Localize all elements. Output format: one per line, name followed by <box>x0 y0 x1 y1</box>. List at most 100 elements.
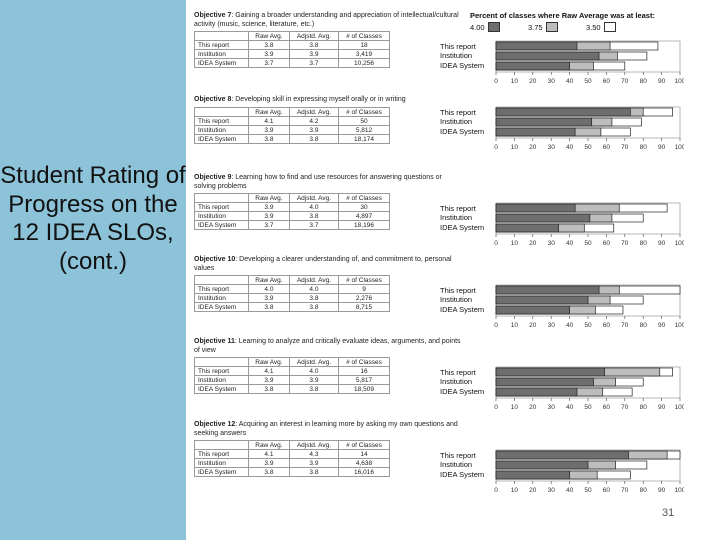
table-header-row: Raw Avg. Adjstd. Avg. # of Classes <box>194 357 390 367</box>
axis-tick-label: 20 <box>529 322 537 329</box>
axis-tick-label: 70 <box>621 78 629 85</box>
axis-tick-label: 50 <box>584 322 592 329</box>
bar-segment <box>495 387 578 397</box>
table-cell: 3.9 <box>247 293 290 303</box>
table-row: This report 4.1 4.0 16 <box>194 366 390 376</box>
axis-tick-label: 30 <box>548 322 556 329</box>
axis-tick-label: 0 <box>494 322 498 329</box>
table-cell: 3.9 <box>247 375 290 385</box>
bar-segment <box>495 285 600 295</box>
table-cell: 3.8 <box>247 467 290 477</box>
table-header-cell <box>194 440 249 450</box>
axis-tick-label: 90 <box>658 240 666 247</box>
table-header-cell: # of Classes <box>338 275 390 285</box>
bar-segment <box>495 117 593 127</box>
table-cell: 3.7 <box>247 58 290 68</box>
table-row: Institution 3.9 3.9 5,817 <box>194 375 390 385</box>
table-cell: 50 <box>338 116 390 126</box>
table-cell: 3.7 <box>288 220 340 230</box>
table-row: This report 3.9 4.0 30 <box>194 202 390 212</box>
objective-number: Objective 10 <box>194 256 236 263</box>
table-header-cell: # of Classes <box>338 31 390 41</box>
objective-text: : Learning to analyze and critically eva… <box>194 338 461 354</box>
table-header-cell: Raw Avg. <box>247 31 290 41</box>
axis-tick-label: 30 <box>548 144 556 151</box>
bar-row-label: IDEA System <box>440 469 485 479</box>
table-header-cell: Adjstd. Avg. <box>288 440 340 450</box>
legend-swatch-light <box>545 22 558 32</box>
legend-item-3-75: 3.75 <box>528 22 558 32</box>
legend-title: Percent of classes where Raw Average was… <box>470 11 655 20</box>
table-row: Institution 3.9 3.9 3,419 <box>194 49 390 59</box>
axis-tick-label: 80 <box>640 144 648 151</box>
axis-tick-label: 10 <box>511 78 519 85</box>
table-cell: 4.3 <box>288 449 340 459</box>
bar-row-label: Institution <box>440 213 473 223</box>
table-header-row: Raw Avg. Adjstd. Avg. # of Classes <box>194 31 390 41</box>
table-cell: This report <box>194 116 249 126</box>
bar-segment <box>495 213 591 223</box>
table-cell: 3.8 <box>288 134 340 144</box>
table-cell: 2,276 <box>338 293 390 303</box>
bar-segment <box>495 460 589 470</box>
bar-row-label: Institution <box>440 377 473 387</box>
table-cell: 3.9 <box>247 458 290 468</box>
table-cell: 9 <box>338 284 390 294</box>
axis-tick-label: 100 <box>675 144 684 151</box>
axis-tick-label: 80 <box>640 322 648 329</box>
chart-legend: Percent of classes where Raw Average was… <box>470 11 700 37</box>
axis-tick-label: 50 <box>584 487 592 494</box>
table-cell: 3.8 <box>247 384 290 394</box>
axis-tick-label: 70 <box>621 144 629 151</box>
table-header-cell: # of Classes <box>338 440 390 450</box>
table-cell: Institution <box>194 375 249 385</box>
table-cell: 18,174 <box>338 134 390 144</box>
objective-number: Objective 12 <box>194 421 236 428</box>
table-cell: 4,638 <box>338 458 390 468</box>
table-row: IDEA System 3.8 3.8 8,715 <box>194 302 390 312</box>
slide-title: Student Rating of Progress on the 12 IDE… <box>0 162 186 275</box>
legend-label: 3.75 <box>528 22 543 32</box>
objective-text: : Gaining a broader understanding and ap… <box>194 12 459 28</box>
axis-tick-label: 70 <box>621 487 629 494</box>
axis-tick-label: 0 <box>494 240 498 247</box>
table-header-cell: # of Classes <box>338 107 390 117</box>
table-cell: 4.1 <box>247 366 290 376</box>
axis-tick-label: 40 <box>566 240 574 247</box>
objective-number: Objective 11 <box>194 338 235 345</box>
bar-row-labels: This report Institution IDEA System <box>440 286 484 314</box>
bar-row-label: Institution <box>440 460 473 470</box>
table-header-cell <box>194 357 249 367</box>
table-cell: IDEA System <box>194 134 249 144</box>
axis-tick-label: 0 <box>494 404 498 411</box>
table-row: IDEA System 3.8 3.8 18,174 <box>194 134 390 144</box>
table-header-cell: Adjstd. Avg. <box>288 107 340 117</box>
table-cell: 30 <box>338 202 390 212</box>
legend-label: 3.50 <box>586 22 601 32</box>
report-image: Percent of classes where Raw Average was… <box>190 6 710 506</box>
table-header-cell: # of Classes <box>338 357 390 367</box>
bar-row-labels: This report Institution IDEA System <box>440 368 484 396</box>
bar-segment <box>495 470 570 480</box>
bar-row-label: IDEA System <box>440 304 485 314</box>
page-number: 31 <box>662 507 675 519</box>
axis-tick-label: 30 <box>548 404 556 411</box>
bar-segment <box>495 51 600 61</box>
table-row: Institution 3.9 3.9 4,638 <box>194 458 390 468</box>
table-header-row: Raw Avg. Adjstd. Avg. # of Classes <box>194 107 390 117</box>
legend-item-3-50: 3.50 <box>586 22 616 32</box>
bar-row-label: Institution <box>440 117 473 127</box>
legend-label: 4.00 <box>470 22 485 32</box>
table-cell: IDEA System <box>194 467 249 477</box>
table-header-cell: Raw Avg. <box>247 193 290 203</box>
bar-chart: 0 10 20 30 40 50 60 70 80 90 100 <box>494 106 684 151</box>
bar-chart: 0 10 20 30 40 50 60 70 80 90 100 <box>494 40 684 85</box>
axis-tick-label: 10 <box>511 240 519 247</box>
table-cell: 14 <box>338 449 390 459</box>
table-cell: 18,196 <box>338 220 390 230</box>
bar-segment <box>495 223 559 233</box>
table-cell: 18,509 <box>338 384 390 394</box>
table-row: Institution 3.9 3.8 2,276 <box>194 293 390 303</box>
bar-segment <box>495 41 578 51</box>
table-cell: 4.0 <box>288 366 340 376</box>
